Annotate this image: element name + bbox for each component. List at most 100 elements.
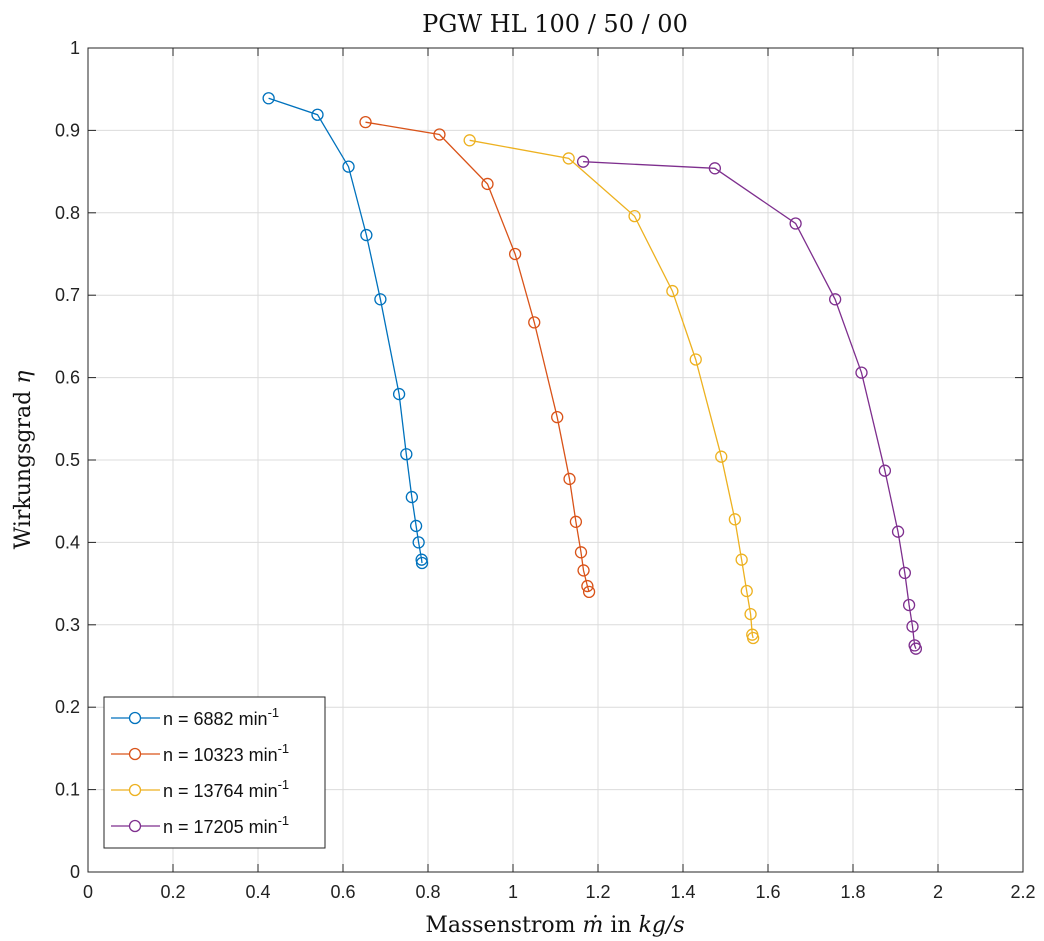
x-tick-label: 2 [933,882,943,902]
legend-item: n = 17205 min-1 [111,813,289,837]
x-tick-label: 1.4 [670,882,695,902]
data-point [746,631,760,645]
legend-label: n = 13764 min-1 [163,777,289,801]
data-point [744,607,757,621]
data-point [878,464,892,477]
legend-marker [128,711,142,725]
x-tick-label: 0.8 [415,882,440,902]
data-point [528,316,541,329]
y-tick-label: 0.7 [55,285,80,305]
data-point [666,284,679,298]
data-point [582,585,596,598]
data-point [891,525,905,538]
y-tick-label: 0.1 [55,780,80,800]
legend-item: n = 6882 min-1 [111,705,279,729]
data-point [481,177,494,191]
series-1 [262,92,429,570]
legend-label-text: n = 17205 min [163,817,278,837]
data-point [374,293,387,306]
y-tick-label: 0.4 [55,532,80,552]
series-line [469,139,754,639]
y-tick-label: 0.2 [55,697,80,717]
data-point [574,546,588,559]
data-point [909,642,923,655]
data-point [405,490,419,504]
data-point [563,472,576,486]
y-tick-label: 0 [70,862,80,882]
y-tick-label: 0.9 [55,120,80,140]
y-tick-label: 1 [70,38,80,58]
x-tick-label: 0.2 [160,882,185,902]
legend-label-superscript: -1 [268,705,280,720]
legend-label: n = 10323 min-1 [163,741,289,765]
y-axis-label: Wirkungsgrad η [11,371,36,550]
data-point [569,515,583,528]
data-point [715,450,728,463]
x-axis-label: Massenstrom ṁ in kg/s [425,913,684,938]
chart-title: PGW HL 100 / 50 / 00 [422,10,688,38]
legend-label: n = 6882 min-1 [163,705,279,729]
x-tick-label: 0 [83,882,93,902]
x-axis-label-symbol: ṁ [582,913,603,938]
x-tick-label: 1 [508,882,518,902]
data-point [689,353,702,366]
x-tick-label: 0.4 [245,882,270,902]
legend-marker [128,783,142,797]
axis-ticks: 0 0.2 0.4 0.6 0.8 1 1.2 1.4 1.6 1.8 2 2.2 0 0.1 0.2 0.3… [55,38,1036,902]
data-point [463,134,476,147]
data-point [740,584,753,598]
data-point [829,293,842,306]
series-2 [359,116,596,598]
series-line [583,161,917,649]
y-tick-label: 0.8 [55,203,80,223]
data-point [735,553,748,566]
data-point [342,160,355,173]
data-point [562,152,575,165]
data-point [415,556,429,570]
legend-item: n = 10323 min-1 [111,741,289,765]
data-point [359,116,372,129]
data-point [789,217,802,230]
data-point [855,366,868,379]
data-point [898,566,911,580]
data-point [576,155,590,168]
x-axis-label-prefix: Massenstrom [425,913,582,938]
series-layer [262,92,923,655]
series-line [268,97,423,564]
series-4 [576,155,923,655]
data-point [708,162,722,175]
x-tick-label: 0.6 [330,882,355,902]
data-point [412,536,425,549]
legend: n = 6882 min-1n = 10323 min-1n = 13764 m… [103,696,326,849]
data-point [581,579,594,593]
data-point [360,228,373,242]
data-point [311,108,324,121]
series-line [365,121,590,592]
data-point [628,209,641,223]
y-tick-label: 0.5 [55,450,80,470]
legend-label-text: n = 10323 min [163,745,278,765]
series-3 [463,134,760,645]
legend-label: n = 17205 min-1 [163,813,289,837]
x-tick-label: 1.2 [585,882,610,902]
legend-label-superscript: -1 [278,777,290,792]
data-point [551,411,564,424]
legend-label-superscript: -1 [278,741,290,756]
data-point [906,620,919,633]
legend-marker [128,747,142,761]
data-point [262,92,275,105]
data-point [392,387,406,401]
y-axis-label-prefix: Wirkungsgrad [11,384,36,550]
x-tick-label: 1.8 [840,882,865,902]
y-tick-label: 0.6 [55,368,80,388]
legend-label-superscript: -1 [278,813,290,828]
x-axis-label-mid: in [603,913,638,938]
legend-box [103,696,326,849]
data-point [902,598,916,612]
x-tick-label: 2.2 [1010,882,1035,902]
legend-item: n = 13764 min-1 [111,777,289,801]
data-point [508,247,522,261]
legend-marker [128,819,142,833]
legend-label-text: n = 13764 min [163,781,278,801]
